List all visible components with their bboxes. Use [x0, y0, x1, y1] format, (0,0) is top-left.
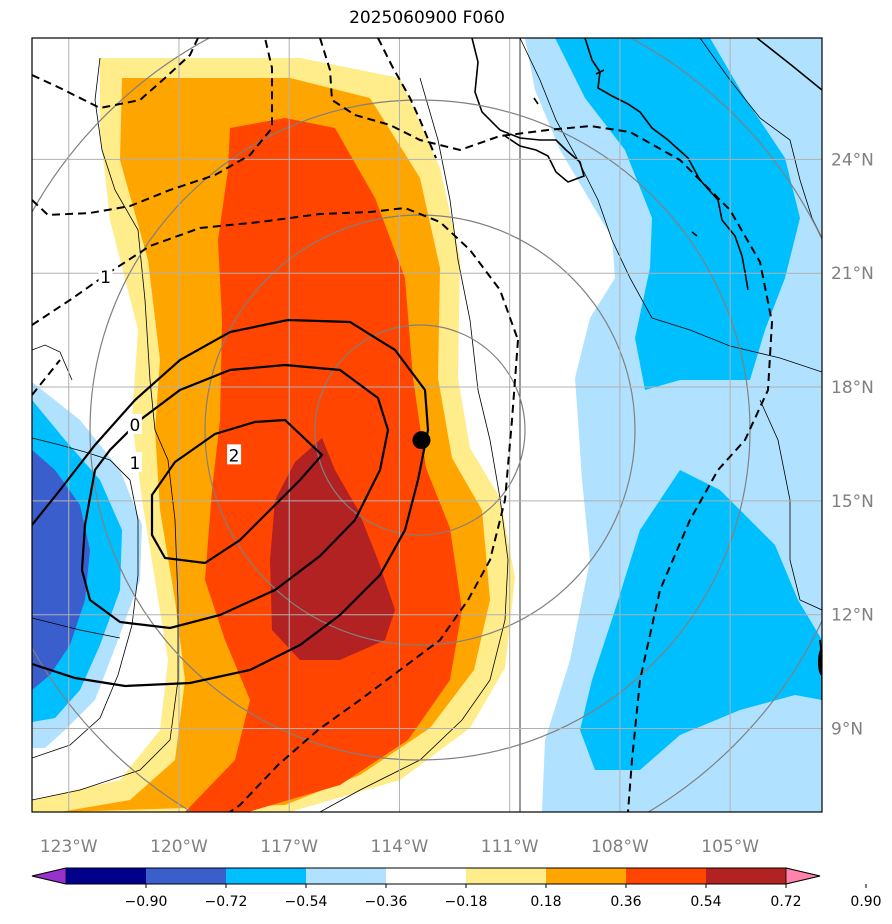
fill-0.72-0.90	[270, 438, 395, 660]
colorbar-tick-label: 0.90	[850, 894, 881, 910]
contour-label: 0	[129, 416, 140, 436]
lon-tick-label: 123°W	[40, 837, 98, 857]
map-plot-area: 0 1 2 1	[32, 38, 822, 812]
lon-tick-label: 108°W	[591, 837, 649, 857]
colorbar-outline	[31, 867, 821, 885]
lat-tick-label: 9°N	[831, 720, 863, 740]
lon-tick-label: 105°W	[701, 837, 759, 857]
edge-marker	[818, 648, 822, 676]
filled-field-negative	[32, 38, 822, 812]
colorbar-segment	[626, 868, 707, 884]
colorbar-tick-label: 0.36	[610, 894, 641, 910]
lat-tick-labels: 9°N 12°N 15°N 18°N 21°N 24°N	[831, 150, 874, 739]
contour-labels: 0 1 2 1	[98, 266, 242, 474]
contour-label-bg	[98, 266, 113, 287]
map-frame	[31, 37, 823, 813]
contour-2	[150, 418, 324, 565]
lat-tick-label: 12°N	[831, 606, 874, 626]
colorbar-segment	[386, 868, 467, 884]
fill-neg-east-mid-north	[555, 38, 800, 390]
colorbar-tick-label: 0.72	[770, 894, 801, 910]
colorbar-tick-label: −0.90	[125, 894, 168, 910]
contour-label: 2	[229, 446, 240, 466]
colorbar-segment	[66, 868, 147, 884]
contour-label-bg	[127, 451, 142, 472]
colorbar-segment	[466, 868, 547, 884]
lon-tick-label: 111°W	[481, 837, 539, 857]
colorbar-segment	[706, 868, 787, 884]
colorbar-extend-high	[785, 867, 821, 885]
colorbar-extend-low	[31, 867, 67, 885]
dashed-contours	[32, 38, 774, 812]
filled-field-positive	[32, 58, 515, 812]
colorbar-tick-label: 0.54	[690, 894, 721, 910]
colorbar-segment	[226, 868, 307, 884]
solid-contours	[32, 318, 430, 688]
lat-tick-label: 18°N	[831, 378, 874, 398]
lon-tick-label: 120°W	[150, 837, 208, 857]
storm-position-marker	[412, 431, 431, 450]
colorbar-segment	[546, 868, 627, 884]
contour-label-bg	[127, 414, 142, 434]
fill-neg-west-dark	[32, 450, 90, 690]
colorbar: −0.90 −0.72 −0.54 −0.36 −0.18 0.18 0.36 0.54 0.7…	[31, 867, 882, 910]
contour-0	[32, 318, 430, 688]
colorbar-segment	[306, 868, 387, 884]
lon-tick-labels: 123°W 120°W 117°W 114°W 111°W 108°W 105°W	[40, 837, 759, 857]
lat-tick-label: 21°N	[831, 264, 874, 284]
contour-label-bg	[227, 444, 242, 465]
colorbar-tick-label: −0.72	[205, 894, 248, 910]
lat-tick-label: 24°N	[831, 150, 874, 170]
contour-label: 1	[129, 454, 140, 474]
chart-title: 2025060900 F060	[349, 8, 505, 28]
contour-1	[80, 363, 390, 630]
fill-neg-east-mid-south	[580, 470, 822, 770]
lon-tick-label: 117°W	[260, 837, 318, 857]
colorbar-tick-label: −0.36	[365, 894, 408, 910]
contour-label: 1	[100, 268, 111, 288]
lon-tick-label: 114°W	[371, 837, 429, 857]
colorbar-segment	[146, 868, 227, 884]
colorbar-tick-label: −0.18	[445, 894, 488, 910]
colorbar-tick-label: −0.54	[285, 894, 328, 910]
lat-tick-label: 15°N	[831, 492, 874, 512]
colorbar-tick-label: 0.18	[530, 894, 561, 910]
